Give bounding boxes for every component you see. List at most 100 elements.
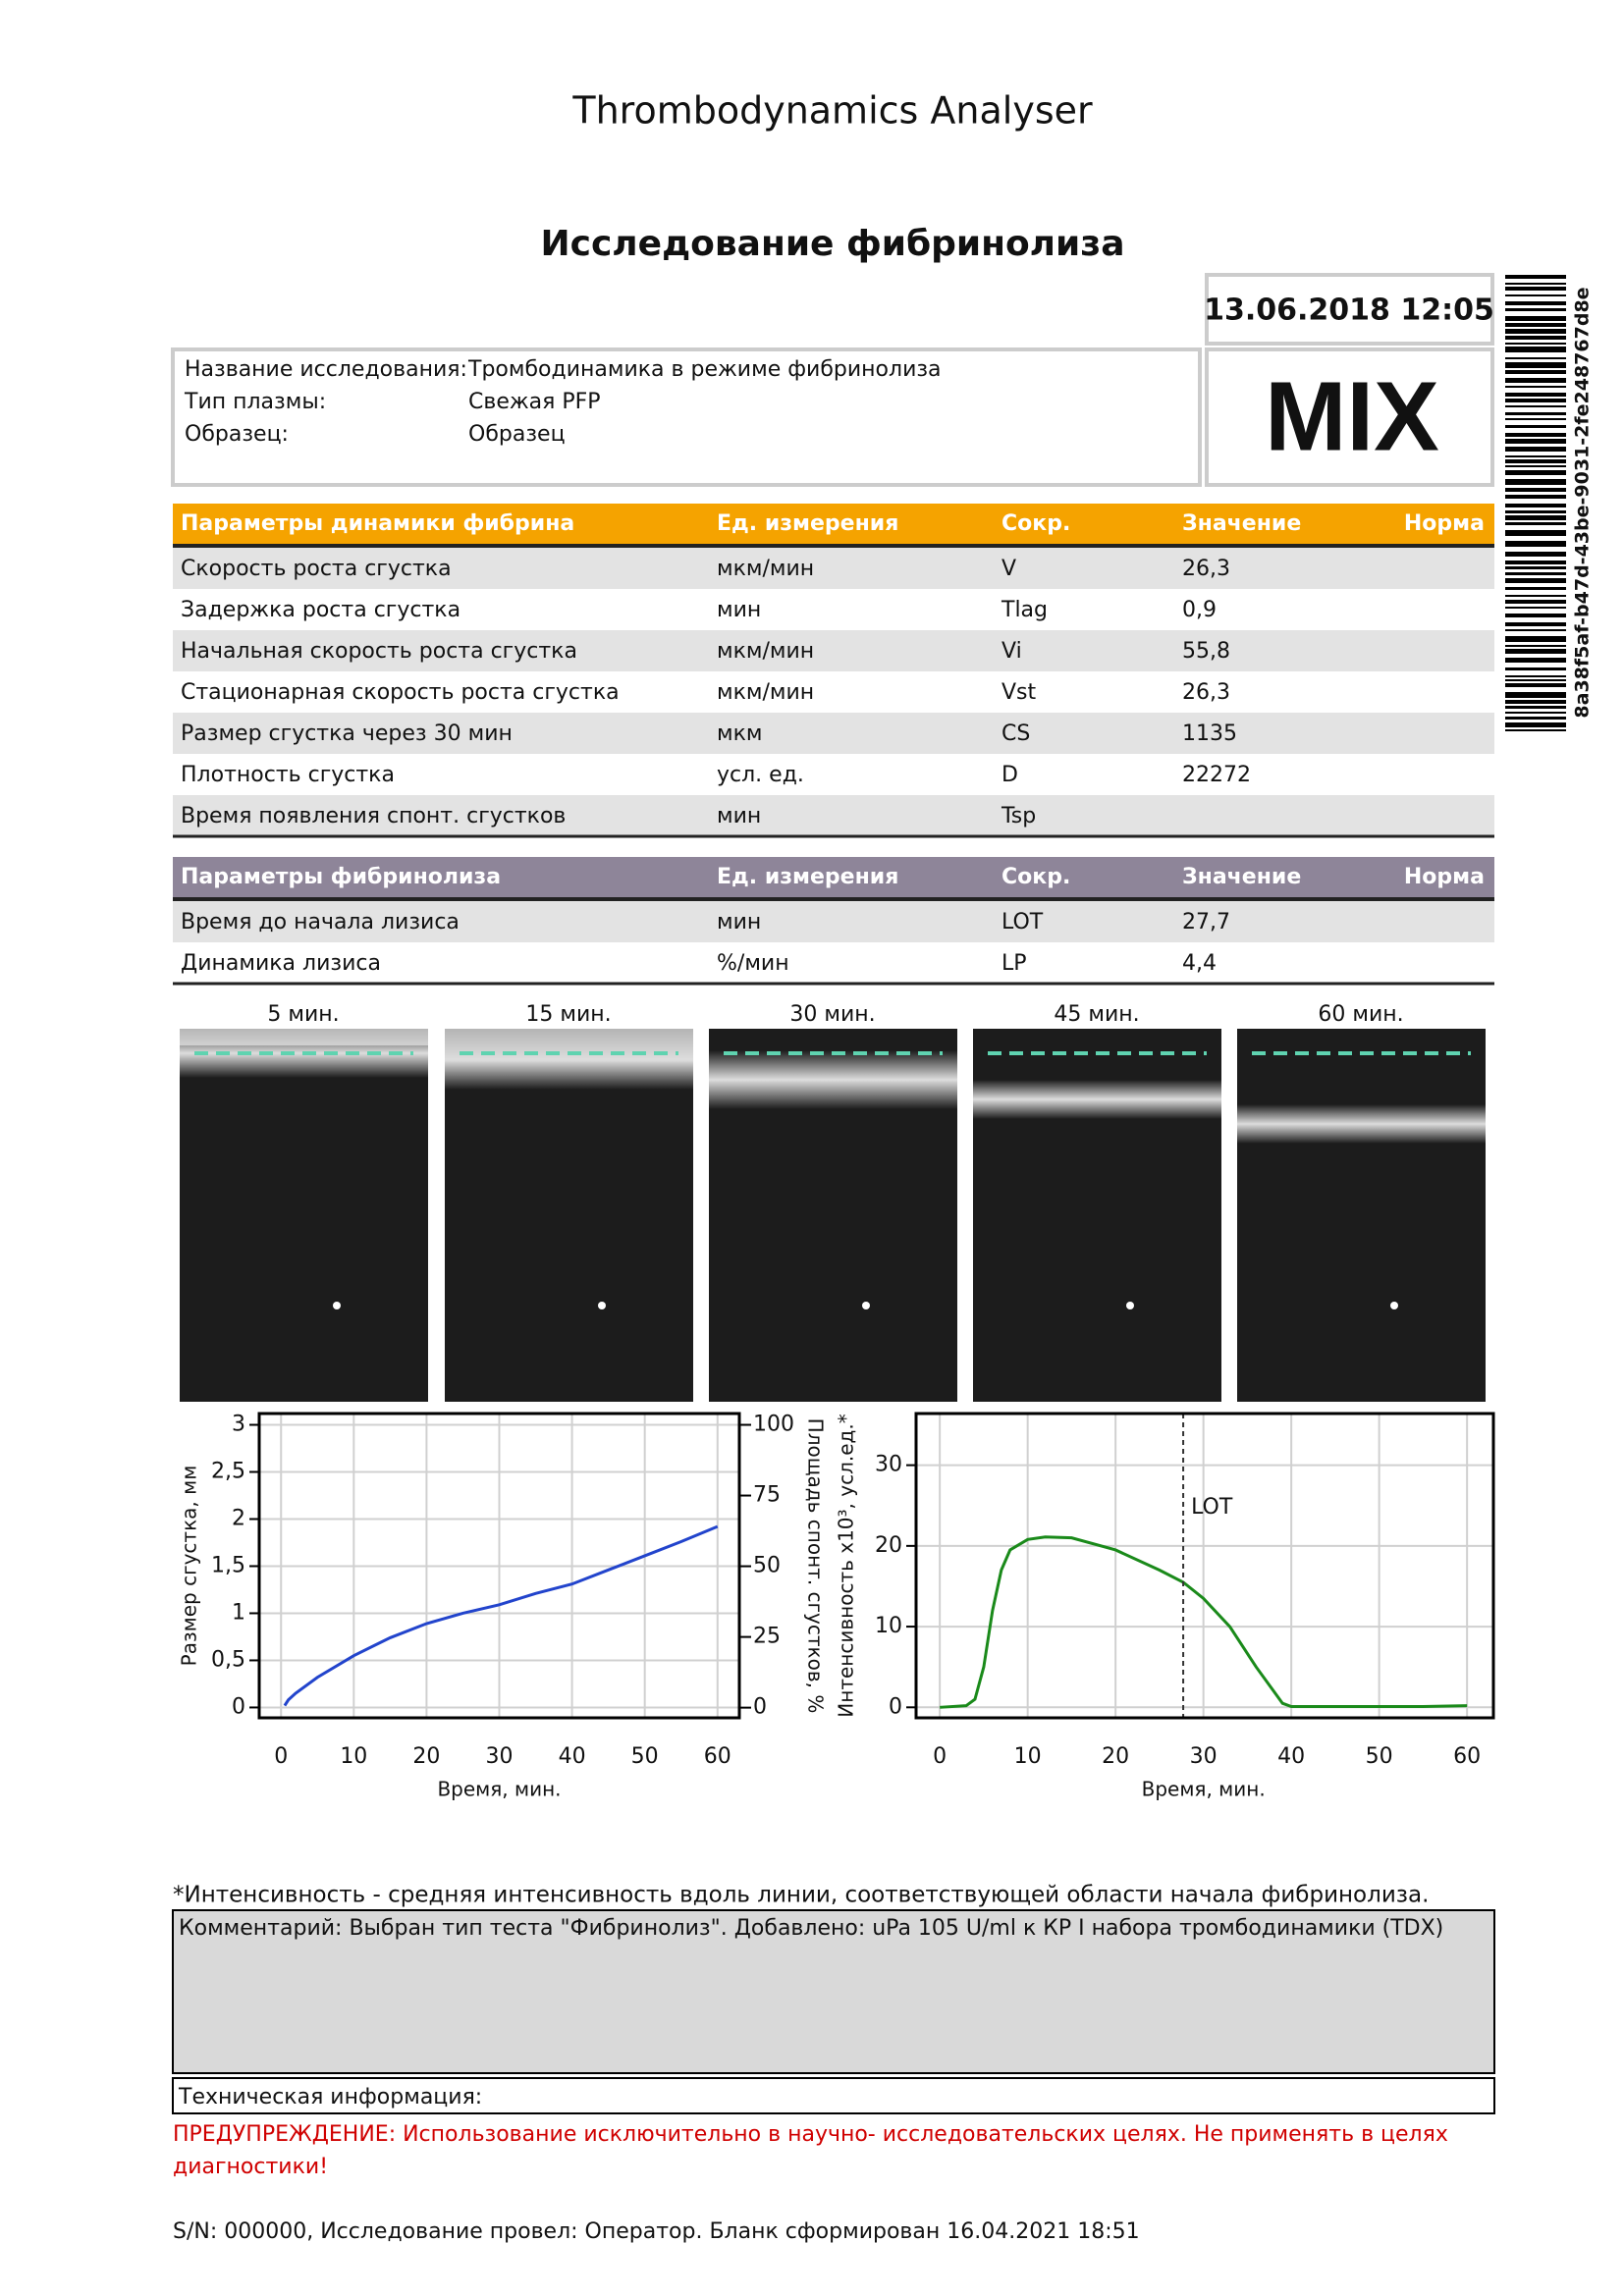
barcode-bar — [1505, 294, 1566, 296]
activator-dot — [862, 1302, 870, 1309]
table-cell: 55,8 — [1182, 639, 1230, 664]
x-tick-label: 60 — [1453, 1744, 1481, 1769]
table-cell: мкм/мин — [717, 680, 814, 705]
column-header: Параметры фибринолиза — [181, 865, 501, 889]
column-header: Норма — [1404, 865, 1485, 889]
table-cell: мкм/мин — [717, 557, 814, 581]
y-tick-label: 2 — [232, 1506, 245, 1530]
barcode-bar — [1505, 614, 1566, 617]
clot-band — [973, 1080, 1221, 1119]
table-cell: 26,3 — [1182, 557, 1230, 581]
table-cell: %/мин — [717, 951, 789, 976]
barcode-bar — [1505, 712, 1566, 714]
column-header: Параметры динамики фибрина — [181, 511, 574, 536]
barcode-bar — [1505, 447, 1566, 452]
barcode-bar — [1505, 370, 1566, 374]
clot-image — [1237, 1029, 1486, 1402]
y-tick-label: 3 — [232, 1413, 245, 1437]
table-row — [173, 713, 1494, 754]
barcode-bar — [1505, 722, 1566, 727]
x-tick-label: 0 — [933, 1744, 947, 1769]
clot-top — [180, 1029, 428, 1045]
barcode-bar — [1505, 595, 1566, 597]
barcode-bar — [1505, 412, 1566, 415]
barcode-bar — [1505, 301, 1566, 305]
table-cell: 22272 — [1182, 763, 1251, 787]
data-line — [940, 1535, 1468, 1709]
barcode-bar — [1505, 465, 1566, 467]
x-tick-label: 20 — [1102, 1744, 1129, 1769]
x-tick-label: 30 — [486, 1744, 514, 1769]
table-row — [173, 942, 1494, 984]
barcode-bar — [1505, 495, 1566, 499]
table-cell: Vi — [1001, 639, 1022, 664]
info-label: Образец: — [185, 422, 289, 447]
x-tick-label: 50 — [631, 1744, 659, 1769]
annotation-label: LOT — [1191, 1495, 1233, 1520]
date-box — [1205, 273, 1494, 346]
clot-top — [445, 1029, 693, 1060]
table-row — [173, 754, 1494, 795]
activator-dot — [1126, 1302, 1134, 1309]
table-header — [173, 857, 1494, 898]
y-tick-label: 0,5 — [211, 1647, 245, 1672]
barcode-bar — [1505, 700, 1566, 704]
column-header: Норма — [1404, 511, 1485, 536]
table-cell: Начальная скорость роста сгустка — [181, 639, 577, 664]
datetime: 13.06.2018 12:05 — [1204, 294, 1494, 328]
table-cell: V — [1001, 557, 1016, 581]
barcode-bar — [1505, 479, 1566, 485]
y2-tick-label: 50 — [753, 1554, 781, 1578]
x-tick-label: 20 — [412, 1744, 440, 1769]
info-value: Тромбодинамика в режиме фибринолиза — [467, 357, 942, 382]
barcode-bar — [1505, 600, 1566, 604]
table-cell: Динамика лизиса — [181, 951, 381, 976]
table-cell: Vst — [1001, 680, 1037, 705]
comment: Комментарий: Выбран тип теста "Фибриноли… — [179, 1916, 1443, 1941]
table-row — [173, 795, 1494, 836]
column-header: Сокр. — [1001, 865, 1070, 889]
barcode-bar — [1505, 283, 1566, 285]
clot-image — [180, 1029, 428, 1402]
technical: Техническая информация: — [178, 2085, 482, 2109]
technical-box — [172, 2077, 1495, 2114]
barcode-bar — [1505, 692, 1566, 698]
barcode-bar — [1505, 649, 1566, 654]
barcode-bar — [1505, 470, 1566, 475]
mix-box — [1205, 347, 1494, 487]
barcode-bar — [1505, 362, 1566, 368]
barcode-bar — [1505, 667, 1566, 670]
barcode-bar — [1505, 515, 1566, 520]
barcode-bar — [1505, 629, 1566, 631]
mix: MIX — [1265, 361, 1439, 471]
info-label: Название исследования: — [185, 357, 467, 382]
data-line — [283, 1524, 719, 1707]
y2-tick-label: 0 — [753, 1695, 767, 1720]
table-cell: усл. ед. — [717, 763, 804, 787]
barcode-bar — [1505, 455, 1566, 457]
image-label: 15 мин. — [525, 1002, 611, 1027]
clot-image — [445, 1029, 693, 1402]
barcode-bar — [1505, 347, 1566, 352]
x-tick-label: 40 — [559, 1744, 586, 1769]
y-tick-label: 20 — [875, 1533, 902, 1558]
table-cell: Стационарная скорость роста сгустка — [181, 680, 620, 705]
y-tick-label: 1,5 — [211, 1553, 245, 1577]
barcode-bar — [1505, 510, 1566, 513]
column-header: Сокр. — [1001, 511, 1070, 536]
table-cell: LOT — [1001, 910, 1044, 934]
barcode-bar — [1505, 433, 1566, 437]
table-cell: Время до начала лизиса — [181, 910, 460, 934]
plot-frame — [914, 1412, 1495, 1720]
barcode-bar — [1505, 566, 1566, 569]
barcode-bar — [1505, 552, 1566, 557]
barcode-bar — [1505, 439, 1566, 444]
footer: S/N: 000000, Исследование провел: Операт… — [173, 2219, 1140, 2244]
barcode-bar — [1505, 578, 1566, 583]
barcode-bar — [1505, 357, 1566, 359]
y2-axis-title: Площадь спонт. сгустков, % — [804, 1418, 828, 1714]
table-cell: 26,3 — [1182, 680, 1230, 705]
table-cell: Скорость роста сгустка — [181, 557, 452, 581]
